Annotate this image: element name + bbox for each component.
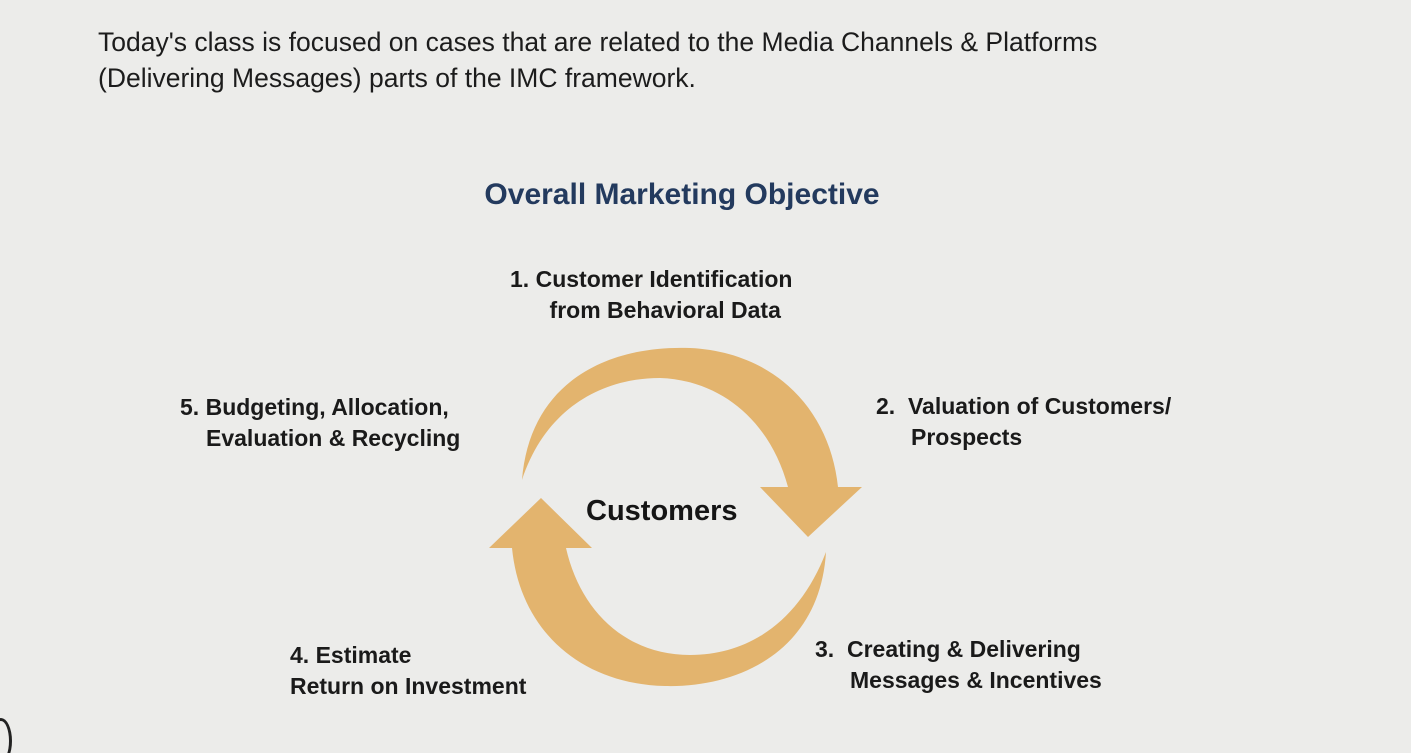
- step-4: 4. Estimate Return on Investment: [290, 640, 526, 702]
- step-5: 5. Budgeting, Allocation, Evaluation & R…: [180, 392, 460, 454]
- intro-text: Today's class is focused on cases that a…: [98, 24, 1298, 96]
- step-5-line-1: Budgeting, Allocation,: [205, 394, 449, 420]
- top-cycle-arrow: [522, 347, 862, 537]
- diagram-heading: Overall Marketing Objective: [484, 178, 880, 211]
- step-2: 2. Valuation of Customers/ Prospects: [876, 391, 1171, 453]
- step-3-line-1: Creating & Delivering: [846, 636, 1081, 662]
- step-1-line-1: Customer Identification: [535, 266, 793, 292]
- intro-line-1: Today's class is focused on cases that a…: [98, 27, 1098, 57]
- step-5-number: 5.: [180, 394, 200, 420]
- step-4-line-1: Estimate: [315, 642, 412, 668]
- step-3-number: 3.: [815, 636, 835, 662]
- step-4-number: 4.: [290, 642, 310, 668]
- bottom-cycle-arrow: [489, 498, 826, 687]
- step-3-line-2: Messages & Incentives: [850, 667, 1102, 693]
- step-4-line-2: Return on Investment: [290, 673, 527, 699]
- step-1-number: 1.: [510, 266, 530, 292]
- step-1: 1. Customer Identification from Behavior…: [510, 264, 792, 326]
- step-3: 3. Creating & Delivering Messages & Ince…: [815, 634, 1102, 696]
- step-2-line-2: Prospects: [911, 424, 1023, 450]
- step-5-line-2: Evaluation & Recycling: [206, 425, 461, 451]
- step-1-line-2: from Behavioral Data: [549, 297, 781, 323]
- step-2-number: 2.: [876, 393, 896, 419]
- center-label: Customers: [586, 495, 738, 527]
- intro-line-2: (Delivering Messages) parts of the IMC f…: [98, 63, 696, 93]
- step-2-line-1: Valuation of Customers/: [907, 393, 1172, 419]
